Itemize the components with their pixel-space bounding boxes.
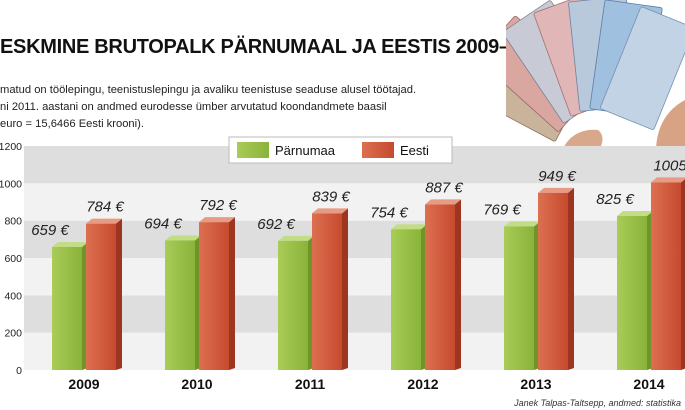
grid-band [24,183,685,221]
x-category-label: 2009 [68,376,99,392]
value-label-parnumaa: 825 € [596,191,634,208]
value-label-eesti: 887 € [425,179,463,196]
bar-parnumaa-top [278,235,314,241]
legend-label-parnumaa: Pärnumaa [275,143,336,158]
bar-eesti-side [342,208,348,370]
bar-parnumaa [504,226,534,370]
bar-parnumaa-top [391,224,427,230]
bar-eesti-side [229,217,235,370]
bar-eesti-side [116,218,122,370]
x-category-label: 2013 [520,376,551,392]
chart-title: ESKMINE BRUTOPALK PÄRNUMAAL JA EESTIS 20… [0,36,554,58]
x-category-label: 2010 [181,376,212,392]
legend-swatch-parnumaa [237,142,269,158]
bar-eesti [199,222,229,370]
value-label-eesti: 792 € [199,197,237,214]
subtitle-line-1: matud on töölepingu, teenistuslepingu ja… [0,84,417,96]
bar-eesti [312,213,342,370]
bar-eesti-top [312,208,348,214]
bar-parnumaa-side [647,211,653,370]
value-label-eesti: 784 € [86,199,124,216]
bar-eesti-side [681,179,685,370]
chart-subtitle: matud on töölepingu, teenistuslepingu ja… [0,82,420,133]
value-label-parnumaa: 659 € [31,222,69,239]
bar-parnumaa-side [534,221,540,370]
bar-parnumaa-top [52,241,88,247]
legend [228,136,453,164]
y-tick-label: 0 [16,365,22,377]
bar-parnumaa-side [195,235,201,370]
grid-band [24,220,685,258]
subtitle-line-3: euro = 15,6466 Eesti krooni). [0,118,144,130]
grid-band [24,332,685,370]
x-category-label: 2014 [633,376,664,392]
bar-eesti-top [86,218,122,224]
bar-eesti-side [568,187,574,370]
y-tick-label: 1000 [0,178,22,190]
bar-parnumaa [165,240,195,370]
bar-eesti [425,204,455,370]
y-tick-label: 200 [4,328,22,340]
bar-eesti [651,182,681,370]
bar-eesti [538,192,568,370]
bar-parnumaa-top [504,221,540,227]
value-label-parnumaa: 769 € [483,201,521,218]
bar-parnumaa [391,229,421,370]
legend-label-eesti: Eesti [400,143,429,158]
grid-band [24,258,685,296]
bar-parnumaa-top [165,235,201,241]
y-tick-label: 800 [4,216,22,228]
bar-eesti-top [425,199,461,205]
grid-band [24,295,685,333]
bar-parnumaa-side [421,224,427,370]
bar-parnumaa [52,246,82,370]
subtitle-line-2: ni 2011. aastani on andmed eurodesse ümb… [0,101,387,113]
bar-eesti-top [538,187,574,193]
bar-eesti-side [455,199,461,370]
bar-eesti-top [199,217,235,223]
value-label-eesti: 949 € [538,168,576,185]
bar-parnumaa-side [308,235,314,370]
value-label-parnumaa: 694 € [144,215,182,232]
bar-parnumaa-side [82,241,88,370]
bar-parnumaa-top [617,211,653,216]
value-label-parnumaa: 692 € [257,216,295,233]
bar-parnumaa [617,216,647,370]
value-label-eesti: 839 € [312,188,350,205]
y-tick-label: 600 [4,253,22,265]
y-tick-label: 1200 [0,141,22,153]
bar-eesti [86,223,116,370]
legend-swatch-eesti [362,142,394,158]
value-label-eesti: 1005 [653,157,685,174]
bar-parnumaa [278,240,308,370]
banknotes-image [506,0,685,152]
x-category-label: 2011 [295,376,326,392]
value-label-parnumaa: 754 € [370,204,408,221]
x-category-label: 2012 [407,376,438,392]
chart-credit: Janek Talpas-Taltsepp, andmed: statistik… [514,398,681,408]
y-tick-label: 400 [4,290,22,302]
bar-eesti-top [651,177,685,183]
